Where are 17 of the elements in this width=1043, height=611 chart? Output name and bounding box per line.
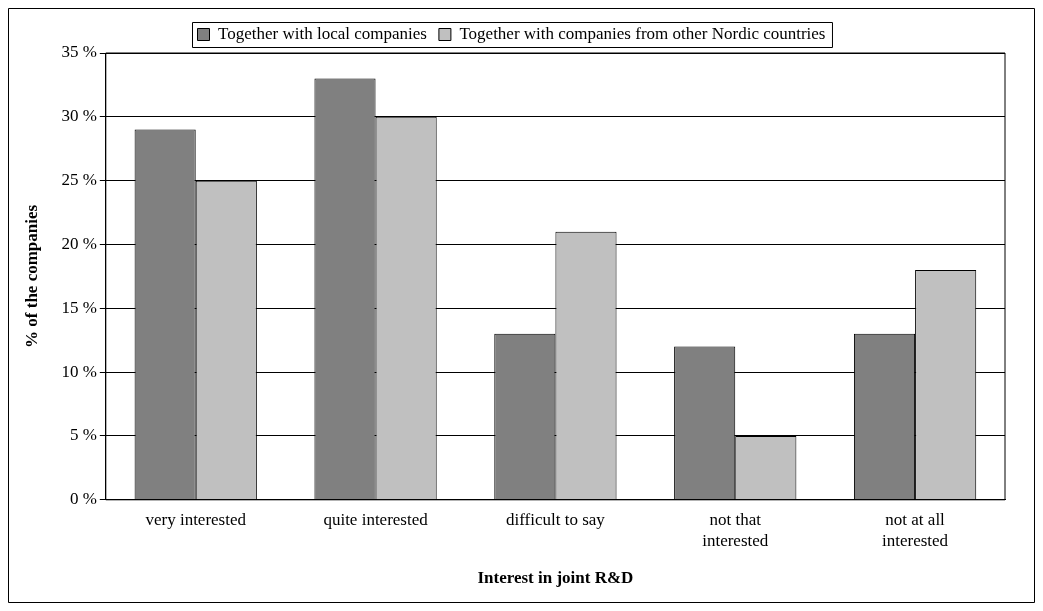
x-tick-label: not at all interested (882, 510, 949, 550)
y-tick-label: 20 % (61, 233, 97, 253)
y-tick-label: 0 % (69, 489, 97, 509)
y-tick-label: 35 % (61, 42, 97, 62)
y-tick-label: 15 % (61, 297, 97, 317)
legend-label: Together with companies from other Nordic countries (459, 23, 826, 43)
x-tick-label: quite interested (323, 510, 429, 530)
y-tick-label: 30 % (61, 106, 97, 126)
y-tick-label: 5 % (69, 425, 97, 445)
legend-label: Together with local companies (218, 23, 427, 43)
x-tick-label: very interested (145, 510, 247, 530)
x-tick-label: not that interested (702, 510, 769, 550)
x-axis-title: Interest in joint R&D (477, 568, 634, 588)
y-tick-label: 10 % (61, 361, 97, 381)
y-tick-label: 25 % (61, 170, 97, 190)
x-tick-label: difficult to say (505, 510, 606, 530)
y-axis-title: % of the companies (21, 204, 41, 348)
